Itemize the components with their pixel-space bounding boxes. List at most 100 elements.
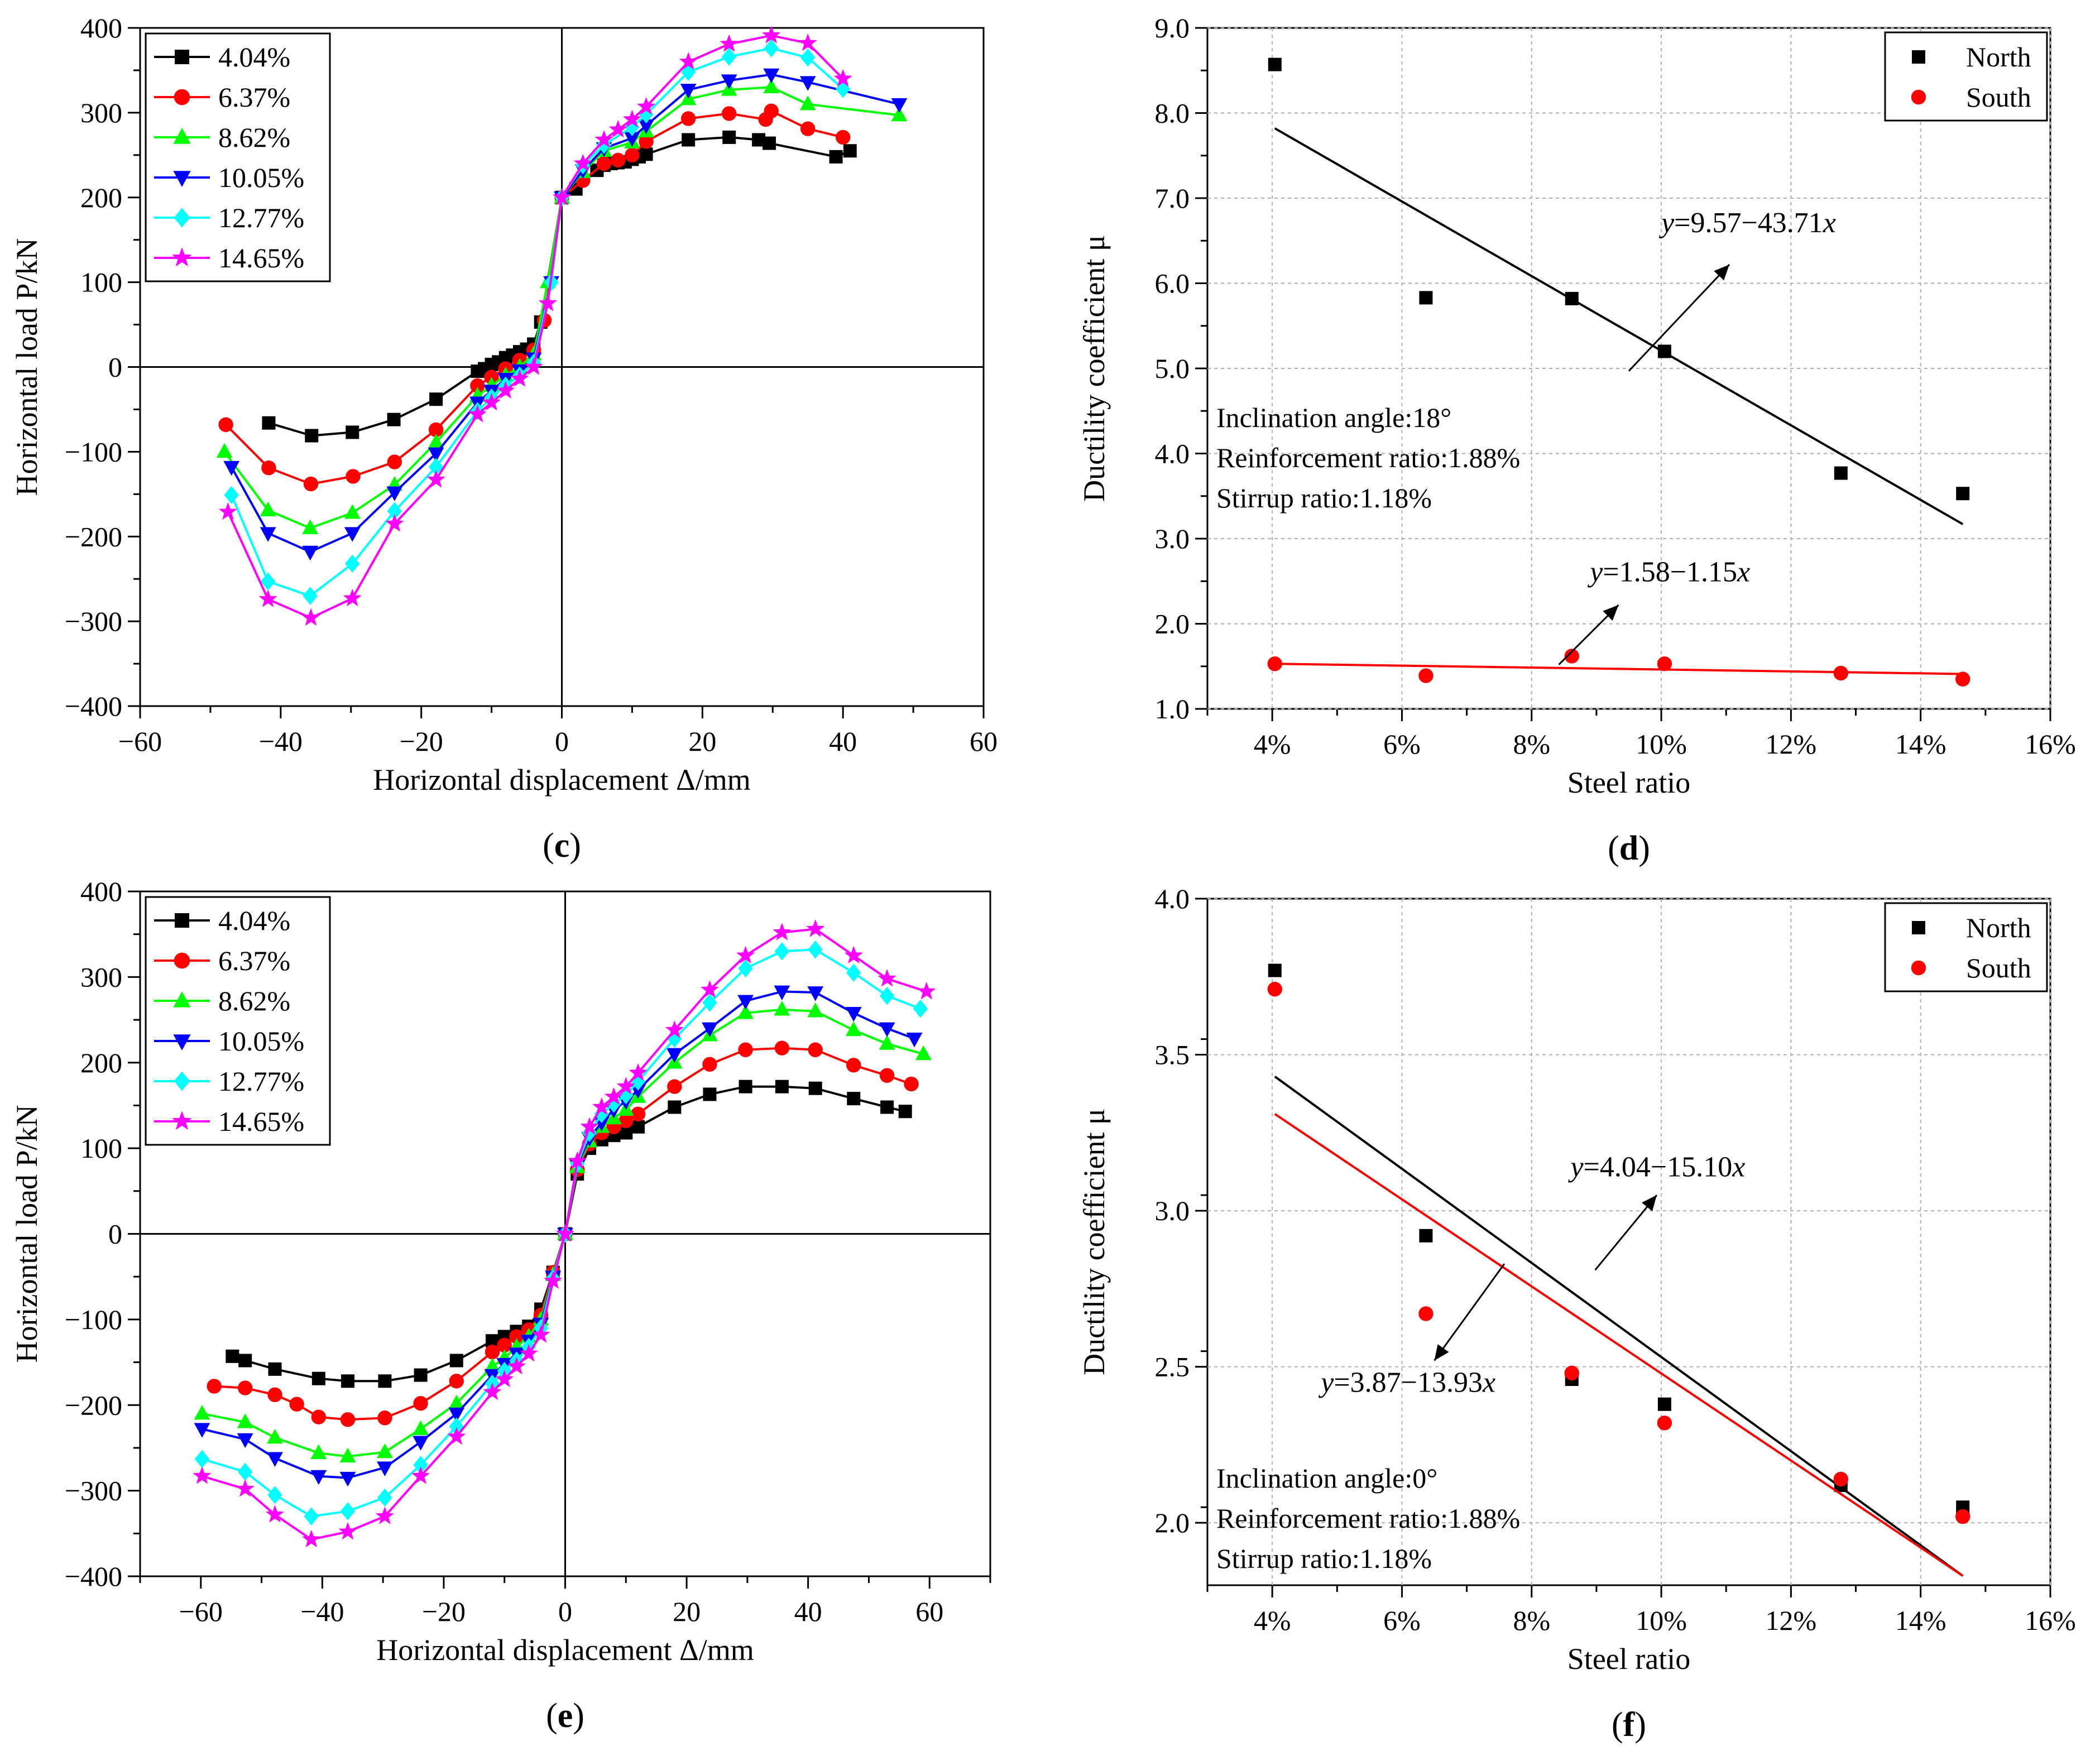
annotation-arrow-head <box>1642 1195 1657 1212</box>
y-axis-title: Horizontal load P/kN <box>10 1105 44 1363</box>
data-point <box>915 1045 932 1061</box>
annotation-arrow-shaft <box>1594 1194 1658 1271</box>
y-tick-label: 200 <box>80 182 122 213</box>
legend-box <box>1884 902 2048 992</box>
data-point <box>449 1417 464 1436</box>
data-point <box>807 986 824 1001</box>
data-point <box>1657 1416 1672 1431</box>
series-14-65 <box>193 919 936 1548</box>
annotation-arrow-shaft <box>1628 263 1730 372</box>
data-point <box>303 476 319 492</box>
data-point <box>898 1105 912 1119</box>
fit-equation-annotation: y=4.04−15.10x <box>1567 1152 1745 1271</box>
series-line <box>223 86 900 530</box>
data-point <box>829 150 843 164</box>
data-point <box>1419 291 1433 305</box>
data-point <box>843 144 857 158</box>
data-point <box>737 995 754 1010</box>
data-point <box>385 514 404 532</box>
data-point <box>428 422 444 438</box>
legend-marker <box>172 247 192 267</box>
series-14-65 <box>218 26 852 626</box>
data-point <box>411 1466 430 1484</box>
x-axis-title: Steel ratio <box>1567 1642 1690 1676</box>
data-point <box>774 1001 790 1016</box>
data-point <box>519 1344 538 1362</box>
data-point <box>267 1486 282 1504</box>
legend-item: South <box>1911 81 2031 113</box>
data-point <box>680 84 697 99</box>
data-point <box>1267 656 1282 671</box>
data-point <box>414 1368 428 1382</box>
data-point <box>218 502 237 520</box>
data-point <box>310 1444 327 1459</box>
x-axis-title: Horizontal displacement Δ/mm <box>376 1633 754 1667</box>
specimen-notes: Inclination angle:0° Reinforcement ratio:… <box>1216 1462 1520 1574</box>
data-point <box>429 392 443 406</box>
legend-label: 12.77% <box>218 202 304 233</box>
data-point <box>807 1002 824 1018</box>
panel-d-ductility-steel-ratio: 4% 6% 8% 10% 12% 14% 16% 1.0 2.0 3.0 4.0 5.0 6.0 7.0 8… <box>1077 12 2076 867</box>
data-point <box>800 121 816 136</box>
specimen-notes: Inclination angle:18° Reinforcement ratio… <box>1216 402 1520 514</box>
data-point <box>608 119 627 138</box>
data-point <box>485 1344 500 1360</box>
legend-marker <box>175 50 189 64</box>
data-point <box>387 412 401 426</box>
y-tick-label: 3.5 <box>1155 1039 1190 1071</box>
panel-label: (f) <box>1612 1706 1646 1744</box>
data-point <box>762 26 781 44</box>
data-point <box>260 572 276 591</box>
y-axis-title: Ductility coefficient μ <box>1077 235 1111 502</box>
data-point <box>377 1443 393 1459</box>
data-point <box>679 52 698 70</box>
legend-item: North <box>1912 41 2031 73</box>
data-point <box>739 1080 752 1093</box>
x-tick-label: −20 <box>400 726 443 757</box>
data-point <box>344 527 361 542</box>
x-tick-label: 14% <box>1895 728 1946 760</box>
legend-label: 10.05% <box>218 1025 304 1057</box>
data-point <box>846 1058 861 1073</box>
y-tick-label: 400 <box>80 12 122 44</box>
legend-label: 12.77% <box>218 1066 304 1097</box>
data-point <box>496 381 515 399</box>
data-point <box>303 587 318 605</box>
data-point <box>387 502 402 520</box>
data-point <box>847 1092 861 1106</box>
data-point <box>622 109 641 128</box>
data-point <box>799 76 816 91</box>
data-point <box>207 1379 222 1394</box>
data-point <box>428 434 444 449</box>
data-point <box>879 1068 895 1083</box>
data-point <box>630 1084 646 1099</box>
data-point <box>386 486 403 501</box>
data-point <box>702 994 717 1012</box>
x-tick-label: 16% <box>2025 1605 2076 1636</box>
annotation-arrow-head <box>1714 264 1730 281</box>
data-point <box>266 1505 285 1523</box>
data-point <box>223 460 240 476</box>
data-point <box>680 63 696 81</box>
data-point <box>311 1371 325 1385</box>
specimen-note: Stirrup ratio:1.18% <box>1216 1543 1432 1574</box>
data-point <box>592 1097 611 1115</box>
data-point <box>1955 1509 1970 1524</box>
data-point <box>1833 1471 1849 1487</box>
data-point <box>289 1397 304 1412</box>
data-point <box>764 39 779 57</box>
data-point <box>666 1048 683 1063</box>
x-axis-title: Steel ratio <box>1567 766 1690 799</box>
data-point <box>448 1407 465 1423</box>
legend-label: 8.62% <box>218 122 290 153</box>
data-point <box>338 1522 357 1540</box>
data-point <box>484 1357 501 1373</box>
data-point <box>703 1087 717 1101</box>
data-point <box>413 1395 428 1411</box>
panel-e-load-displacement: −60 −40 −20 0 20 40 60−400−300−200−10001002003… <box>10 876 991 1735</box>
legend-item: South <box>1911 952 2031 984</box>
data-point <box>596 156 612 171</box>
data-point <box>879 986 895 1005</box>
y-tick-label: 2.5 <box>1155 1351 1190 1383</box>
